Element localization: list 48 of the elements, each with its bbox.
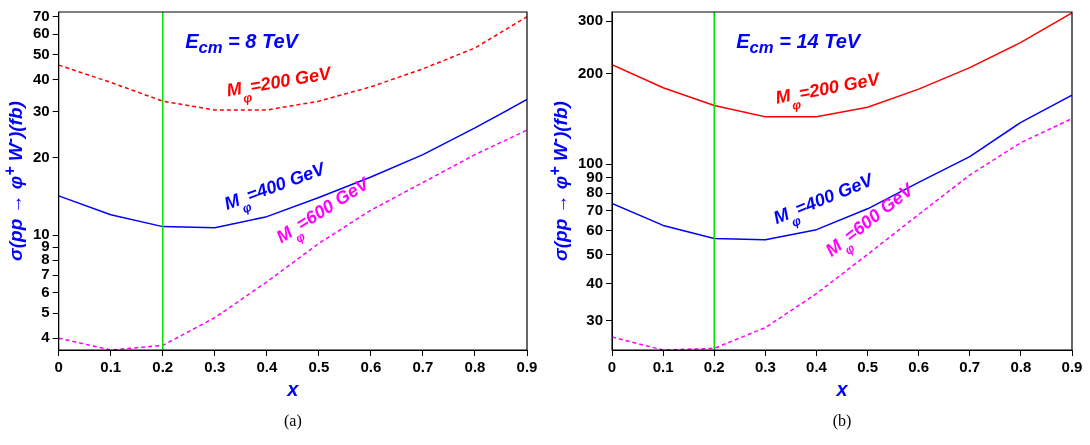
x-tick-label: 0.7 bbox=[412, 358, 434, 376]
text: (a) bbox=[283, 412, 302, 430]
y-tick-label: 50 bbox=[586, 244, 604, 262]
text: Mφ=200 GeV bbox=[224, 62, 335, 106]
x-tick-label: 0.5 bbox=[308, 358, 330, 376]
y-tick-label: 6 bbox=[41, 282, 50, 300]
x-tick-label: 0.1 bbox=[100, 358, 122, 376]
x-axis-title: x bbox=[836, 378, 848, 401]
y-tick-label: 70 bbox=[33, 6, 50, 24]
y-tick-label: 70 bbox=[586, 200, 604, 218]
x-tick-label: 0 bbox=[54, 358, 63, 376]
x-tick-label: 0 bbox=[607, 358, 617, 376]
y-tick-label: 60 bbox=[586, 220, 604, 238]
x-tick-label: 0.9 bbox=[516, 358, 538, 376]
x-tick-label: 0.5 bbox=[857, 358, 878, 376]
x-tick-label: 0.1 bbox=[652, 358, 674, 376]
x-tick-label: 0.7 bbox=[959, 358, 981, 376]
y-tick-label: 4 bbox=[41, 328, 51, 346]
y-tick-label: 20 bbox=[33, 147, 50, 165]
x-tick-label: 0.6 bbox=[360, 358, 382, 376]
x-tick-label: 0.6 bbox=[908, 358, 930, 376]
x-tick-label: 0.2 bbox=[703, 358, 725, 376]
x-tick-label: 0.8 bbox=[1010, 358, 1032, 376]
x-tick-label: 0.9 bbox=[1061, 358, 1083, 376]
y-tick-label: 40 bbox=[586, 273, 604, 291]
annotation: E$_{cm}$ = 8 TeV bbox=[185, 30, 298, 58]
x-axis-title: x bbox=[287, 378, 299, 401]
text: (b) bbox=[832, 412, 852, 430]
y-tick-label: 200 bbox=[578, 64, 604, 82]
y-tick-label: 80 bbox=[586, 183, 604, 201]
x-tick-label: 0.4 bbox=[806, 358, 828, 376]
y-tick-label: 300 bbox=[578, 11, 604, 29]
x-tick-label: 0.4 bbox=[256, 358, 278, 376]
y-tick-label: 30 bbox=[586, 311, 604, 329]
x-tick-label: 0.3 bbox=[754, 358, 776, 376]
text: Mφ=200 GeV bbox=[773, 68, 883, 113]
y-tick-label: 8 bbox=[41, 250, 50, 268]
y-tick-label: 30 bbox=[33, 102, 50, 120]
y-tick-label: 40 bbox=[33, 69, 50, 87]
line-series bbox=[58, 15, 527, 111]
y-tick-label: 60 bbox=[33, 24, 50, 42]
y-tick-label: 50 bbox=[33, 44, 50, 62]
x-tick-label: 0.8 bbox=[464, 358, 486, 376]
y-tick-label: 7 bbox=[41, 265, 50, 283]
x-tick-label: 0.2 bbox=[152, 358, 174, 376]
x-tick-label: 0.3 bbox=[204, 358, 226, 376]
y-tick-label: 5 bbox=[41, 303, 50, 321]
annotation: E$_{cm}$ = 14 TeV bbox=[736, 30, 861, 58]
